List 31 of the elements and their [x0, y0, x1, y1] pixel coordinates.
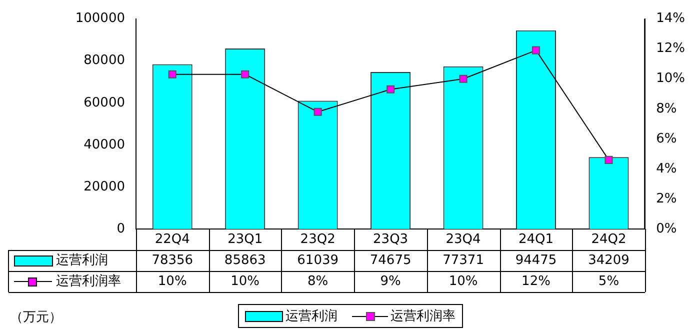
y2-tick-label: 6% [656, 131, 677, 146]
y2-tick-label: 10% [656, 71, 686, 86]
x-tick-label: 24Q2 [591, 232, 626, 248]
y-tick-label: 40000 [84, 137, 125, 152]
x-tick-label: 23Q3 [373, 232, 408, 248]
x-tick-label: 24Q1 [518, 232, 554, 248]
point [241, 70, 250, 78]
y2-tick-label: 12% [656, 41, 686, 56]
y2-tick-label: 4% [656, 161, 677, 176]
y2-tick-label: 8% [656, 101, 677, 116]
text: （万元） [10, 309, 62, 326]
point [386, 85, 395, 94]
y-tick-label: 60000 [84, 95, 125, 110]
y-tick-label: 80000 [84, 53, 125, 68]
x-tick-label: 23Q1 [228, 232, 263, 248]
y-tick-label: 100000 [75, 11, 125, 26]
x-tick-label: 23Q2 [300, 232, 336, 248]
x-tick-label: 23Q4 [446, 232, 481, 248]
point [314, 108, 322, 116]
y-tick-label: 0 [116, 221, 125, 236]
y2-tick-label: 0% [656, 221, 677, 236]
point [532, 46, 540, 54]
y2-tick-label: 14% [656, 11, 686, 26]
text: 运营利润 [286, 309, 338, 324]
point [459, 74, 468, 83]
y2-tick-label: 2% [656, 191, 677, 206]
point [168, 70, 176, 78]
text: 运营利润率 [390, 309, 456, 324]
point [604, 156, 613, 164]
y-tick-label: 20000 [84, 179, 125, 194]
x-tick-label: 22Q4 [154, 232, 190, 248]
